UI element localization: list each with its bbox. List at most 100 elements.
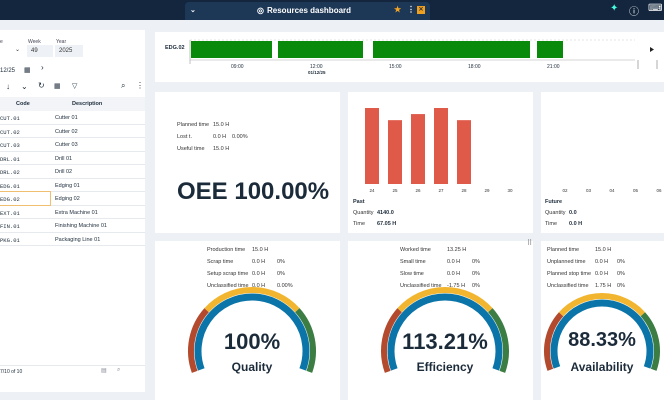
- oee-panel: Planned time 15.0 H Lost t. 0.0 H 0.00% …: [155, 92, 340, 233]
- table-row[interactable]: PKG.01 Packaging Line 01: [0, 233, 145, 246]
- lost-value: 0.0 H: [213, 134, 227, 140]
- bar[interactable]: [434, 108, 448, 184]
- year-input[interactable]: 2025: [55, 45, 83, 57]
- table-row[interactable]: EDG.01 Edging 01: [0, 179, 145, 192]
- more-icon[interactable]: ⋮: [407, 5, 415, 14]
- bar[interactable]: [457, 120, 471, 184]
- cell-description: Packaging Line 01: [55, 236, 101, 243]
- week-input[interactable]: 49: [27, 45, 53, 57]
- cell-description: Cutter 02: [55, 128, 78, 135]
- gauge-chart: [544, 293, 660, 371]
- cell-code: EDG.02: [0, 191, 51, 206]
- lost-label: Lost t.: [177, 134, 192, 140]
- availability-panel: Planned time 15.0 H Unplanned time 0.0 H 0% P…: [541, 241, 664, 400]
- quality-panel: Production time 15.0 H Scrap time 0.0 H 0% Se…: [155, 241, 340, 400]
- close-icon[interactable]: ✕: [417, 6, 425, 14]
- chevron-down-icon[interactable]: ⌄: [190, 7, 196, 14]
- time-label: Time: [545, 221, 558, 227]
- refresh-icon[interactable]: ↻: [38, 81, 45, 90]
- planned-value: 15.0 H: [213, 122, 230, 128]
- quantity-value: 4140.0: [377, 210, 394, 216]
- star-icon[interactable]: ★: [394, 5, 402, 14]
- bar[interactable]: [411, 114, 425, 184]
- type-select[interactable]: ⌄: [0, 45, 25, 57]
- time-label: Time: [353, 221, 366, 227]
- pagination-info: 7/10 of 10: [0, 369, 23, 375]
- table-row[interactable]: DRL.01 Drill 01: [0, 152, 145, 165]
- table-row[interactable]: FIN.01 Finishing Machine 01: [0, 219, 145, 233]
- next-icon[interactable]: ›: [41, 63, 44, 72]
- metric-value: 15.0 H: [595, 247, 612, 253]
- arrow-down-icon[interactable]: ↓: [6, 82, 10, 91]
- more-icon[interactable]: ⋮: [136, 81, 144, 90]
- table-row[interactable]: EDG.02 Edging 02: [0, 191, 145, 206]
- gauge-green-segment: [640, 312, 660, 371]
- gauge-red-segment: [544, 312, 564, 371]
- metric-label: Worked time: [400, 247, 431, 253]
- gauge-label: Availability: [570, 360, 634, 374]
- table-row[interactable]: CUT.02 Cutter 02: [0, 125, 145, 138]
- bar[interactable]: [365, 108, 379, 184]
- table-row[interactable]: CUT.01 Cutter 01: [0, 111, 145, 125]
- metric-label: Unplanned time: [547, 259, 586, 265]
- gauge-value: 88.33%: [568, 329, 636, 351]
- tab-title: Resources dashboard: [267, 6, 352, 15]
- x-tick-label: 04: [609, 188, 615, 193]
- metric-label: Planned time: [547, 247, 580, 253]
- table-row[interactable]: EXT.01 Extra Machine 01: [0, 206, 145, 219]
- x-tick-label: 03: [586, 188, 592, 193]
- metric-value: 0.0 H: [252, 259, 266, 265]
- clear-filter-icon[interactable]: ⌕: [117, 367, 121, 373]
- x-tick-label: 25: [392, 188, 398, 193]
- gantt-tick: 15:00: [389, 64, 402, 70]
- search-icon[interactable]: ⌕: [121, 81, 126, 90]
- calendar-icon[interactable]: ▦: [24, 67, 31, 74]
- gantt-resource-label: EDG.02: [165, 45, 185, 51]
- export-icon[interactable]: ▤: [101, 368, 107, 374]
- metric-pct: 0.00%: [277, 283, 293, 289]
- drag-handle-icon[interactable]: ⠿: [527, 240, 533, 247]
- metric-pct: 0%: [277, 259, 285, 265]
- week-label: Week: [28, 39, 41, 45]
- double-chevron-icon[interactable]: ⌄: [21, 82, 28, 91]
- past-panel: 24 25 26 27 28 29 30 Past Quantity 4140.0 Time…: [348, 92, 533, 233]
- gauge-value-arc: [194, 293, 310, 371]
- resource-panel: e ⌄ Week 49 Year 2025 12/25 ▦ › ↓ ⌄ ↻ ▦ …: [0, 30, 145, 392]
- columns-icon[interactable]: ▦: [54, 83, 61, 90]
- metric-pct: 0%: [472, 259, 480, 265]
- x-tick-label: 05: [633, 188, 639, 193]
- lost-pct: 0.00%: [232, 134, 248, 140]
- metric-label: Unclassified time: [400, 283, 442, 289]
- metric-value: 15.0 H: [252, 247, 269, 253]
- cell-code: EXT.01: [0, 209, 20, 217]
- sparkle-icon[interactable]: ✦: [610, 3, 619, 14]
- chat-icon[interactable]: ⌨: [648, 3, 663, 14]
- column-description[interactable]: Description: [72, 101, 103, 107]
- metric-label: Slow time: [400, 271, 424, 277]
- metric-label: Unclassified time: [207, 283, 249, 289]
- cell-description: Cutter 01: [55, 115, 78, 121]
- gantt-bar: [537, 41, 563, 58]
- x-tick-label: 30: [507, 188, 513, 193]
- bar[interactable]: [388, 120, 402, 184]
- table-row[interactable]: CUT.03 Cutter 03: [0, 138, 145, 152]
- dashboard-tab[interactable]: ⌄ ◎ Resources dashboard ★ ⋮ ✕: [185, 2, 430, 20]
- gauge-value: 113.21%: [402, 329, 488, 354]
- x-tick-label: 29: [484, 188, 490, 193]
- metric-value: 0.0 H: [595, 259, 609, 265]
- cell-code: FIN.01: [0, 223, 20, 230]
- gauge-yellow-segment: [558, 293, 646, 317]
- gauge-value-arc: [387, 293, 503, 371]
- x-tick-label: 06: [656, 188, 662, 193]
- date-value[interactable]: 12/25: [0, 68, 16, 74]
- filter-icon[interactable]: ▽: [72, 83, 78, 90]
- info-icon[interactable]: ⓘ: [629, 7, 639, 18]
- column-code[interactable]: Code: [16, 101, 30, 107]
- gauge-label: Quality: [231, 360, 273, 374]
- gauge-yellow-segment: [397, 287, 493, 313]
- cell-code: PKG.01: [0, 236, 20, 244]
- table-row[interactable]: DRL.02 Drill 02: [0, 165, 145, 179]
- cell-description: Extra Machine 01: [55, 209, 98, 216]
- cell-code: DRL.01: [0, 155, 20, 163]
- x-tick-label: 26: [415, 188, 421, 193]
